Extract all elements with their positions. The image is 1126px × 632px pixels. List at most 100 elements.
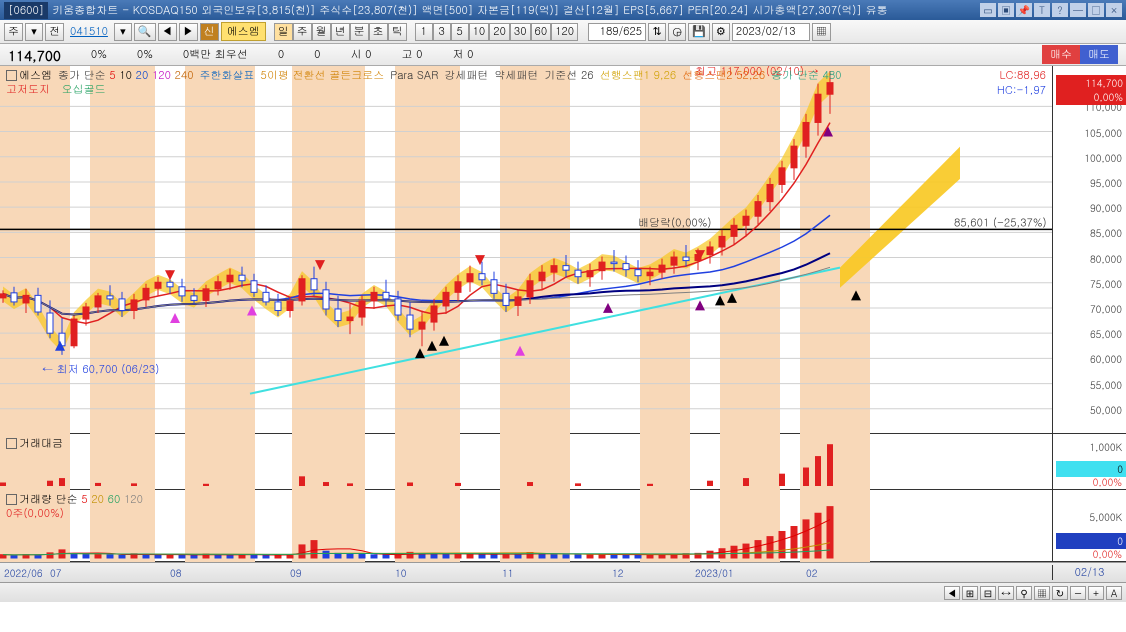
legend-stock: 에스엠 — [19, 68, 52, 83]
vol1-yaxis: 1,000K00,00% — [1052, 434, 1126, 489]
win-btn-2[interactable]: ▣ — [998, 3, 1014, 17]
nav-right[interactable]: ▶ — [179, 23, 198, 41]
win-btn-min[interactable]: — — [1070, 3, 1086, 17]
checkbox-icon[interactable] — [6, 70, 17, 81]
title-name: 키움종합차트 — [52, 3, 118, 18]
timeframe-주[interactable]: 주 — [293, 23, 312, 41]
xlabel: 08 — [170, 566, 181, 580]
timeframe-틱[interactable]: 틱 — [388, 23, 407, 41]
footer-buttons: ◀ ⊞ ⊟ ↔ ⚲ ▦ ↻ − + A — [944, 586, 1126, 600]
timeframe-분[interactable]: 분 — [350, 23, 369, 41]
legend-iphyeong: 5이평 전환선 골든크로스 — [261, 68, 385, 83]
bottom-toolbar: ◀ ⊞ ⊟ ↔ ⚲ ▦ ↻ − + A — [0, 582, 1126, 602]
period-dropdown[interactable]: 주 — [4, 23, 23, 41]
volume-qty-panel[interactable]: 거래량 단순 5 20 60 120 0주(0,00%) 5,000K00,00… — [0, 490, 1126, 562]
win-btn-t[interactable]: T — [1034, 3, 1050, 17]
buy-sell-group: 매수 매도 — [1042, 45, 1118, 64]
svg-text:배당락(0,00%): 배당락(0,00%) — [638, 215, 712, 230]
win-btn-max[interactable]: □ — [1088, 3, 1104, 17]
fbtn-2[interactable]: ⊞ — [962, 586, 978, 600]
vol1-legend: 거래대금 — [6, 436, 1120, 451]
span-group: 13510203060120 — [415, 23, 579, 41]
legend-close480: 종가 단순 480 — [771, 68, 841, 83]
fbtn-4[interactable]: ↔ — [998, 586, 1014, 600]
main-legend: 에스엠 종가 단순 5 10 20 120 240 주한화살표 5이평 전환선 … — [6, 68, 1120, 83]
val-1: 0 — [314, 47, 320, 62]
title-info: - KOSDAQ150 외국인보유[3,815(천)] 주식수[23,807(천… — [122, 3, 887, 18]
fbtn-7[interactable]: ↻ — [1052, 586, 1068, 600]
fbtn-6[interactable]: ▦ — [1034, 586, 1050, 600]
date-cal[interactable]: ▦ — [812, 23, 831, 41]
period-arrow[interactable]: ▾ — [25, 23, 43, 41]
count-input[interactable] — [588, 23, 646, 41]
change-pct-2: 0% — [137, 47, 153, 62]
fbtn-a[interactable]: A — [1106, 586, 1122, 600]
buy-button[interactable]: 매수 — [1042, 45, 1080, 64]
span-10[interactable]: 10 — [469, 23, 490, 41]
vol2-legend: 거래량 단순 5 20 60 120 — [6, 492, 1120, 507]
sin-btn[interactable]: 신 — [200, 23, 219, 41]
win-btn-q[interactable]: ? — [1052, 3, 1068, 17]
xlabel: 02 — [806, 566, 817, 580]
span-120[interactable]: 120 — [551, 23, 578, 41]
search-button[interactable]: 🔍 — [134, 23, 156, 41]
xlabel: 2023/01 — [695, 566, 734, 580]
fbtn-3[interactable]: ⊟ — [980, 586, 996, 600]
legend-ogol: 오십골드 — [62, 82, 106, 97]
title-id: [0600] — [4, 2, 48, 19]
span-3[interactable]: 3 — [433, 23, 451, 41]
checkbox-icon[interactable] — [6, 438, 17, 449]
nav-left[interactable]: ◀ — [158, 23, 177, 41]
prev-btn[interactable]: 전 — [45, 23, 64, 41]
span-60[interactable]: 60 — [531, 23, 552, 41]
current-price: 114,700 — [8, 45, 61, 65]
fbtn-1[interactable]: ◀ — [944, 586, 960, 600]
timeframe-group: 일주월년분초틱 — [274, 23, 407, 41]
timeframe-년[interactable]: 년 — [331, 23, 350, 41]
siga: 시 0 — [350, 47, 371, 62]
win-btn-1[interactable]: ▭ — [980, 3, 996, 17]
svg-text:← 최저 60,700 (06/23): ← 최저 60,700 (06/23) — [42, 362, 159, 377]
change-pct-1: 0% — [91, 47, 107, 62]
win-btn-pin[interactable]: 📌 — [1016, 3, 1032, 17]
xaxis-end: 02/13 — [1052, 565, 1126, 580]
info-bar: 114,700 0% 0% 0백만 최우선 0 0 시 0 고 0 저 0 매수… — [0, 44, 1126, 66]
win-btn-close[interactable]: × — [1106, 3, 1122, 17]
legend-doji: 고저도지 — [6, 82, 50, 97]
span-20[interactable]: 20 — [489, 23, 510, 41]
timeframe-월[interactable]: 월 — [312, 23, 331, 41]
xlabel: 07 — [50, 566, 61, 580]
xaxis-footer: 2022/060708091011122023/0102 02/13 — [0, 562, 1126, 582]
stock-code-input[interactable]: 041510 — [66, 24, 112, 39]
price-panel[interactable]: 최고 117,000 (02/10) →← 최저 60,700 (06/23)배… — [0, 66, 1126, 434]
fbtn-plus[interactable]: + — [1088, 586, 1104, 600]
title-bar: [0600] 키움종합차트 - KOSDAQ150 외국인보유[3,815(천)… — [0, 0, 1126, 20]
timeframe-초[interactable]: 초 — [369, 23, 388, 41]
vol2-yaxis: 5,000K00,00% — [1052, 490, 1126, 561]
stock-name[interactable]: 에스엠 — [221, 22, 266, 41]
span-5[interactable]: 5 — [451, 23, 469, 41]
tool-btn-b[interactable]: ◶ — [668, 23, 686, 41]
sell-button[interactable]: 매도 — [1080, 45, 1118, 64]
tool-btn-gear[interactable]: ⚙ — [712, 23, 730, 41]
fbtn-minus[interactable]: − — [1070, 586, 1086, 600]
legend-span1: 선행스팬1 — [600, 68, 650, 83]
checkbox-icon[interactable] — [6, 494, 17, 505]
code-arrow[interactable]: ▾ — [114, 23, 132, 41]
tool-btn-save[interactable]: 💾 — [688, 23, 710, 41]
timeframe-일[interactable]: 일 — [274, 23, 293, 41]
chart-area: 최고 117,000 (02/10) →← 최저 60,700 (06/23)배… — [0, 66, 1126, 602]
val-0: 0 — [278, 47, 284, 62]
date-input[interactable] — [732, 23, 810, 41]
volume-amount-panel[interactable]: 거래대금 1,000K00,00% — [0, 434, 1126, 490]
span-1[interactable]: 1 — [415, 23, 433, 41]
fbtn-5[interactable]: ⚲ — [1016, 586, 1032, 600]
legend-span2: 선행스팬2 — [682, 68, 732, 83]
legend-ma-label: 종가 단순 — [58, 68, 106, 83]
tool-btn-a[interactable]: ⇅ — [648, 23, 666, 41]
span-30[interactable]: 30 — [510, 23, 531, 41]
vol1-label: 거래대금 — [19, 436, 63, 451]
legend-parasar: Para SAR — [390, 68, 438, 83]
xlabel: 10 — [395, 566, 406, 580]
legend-weak: 약세패턴 — [494, 68, 538, 83]
